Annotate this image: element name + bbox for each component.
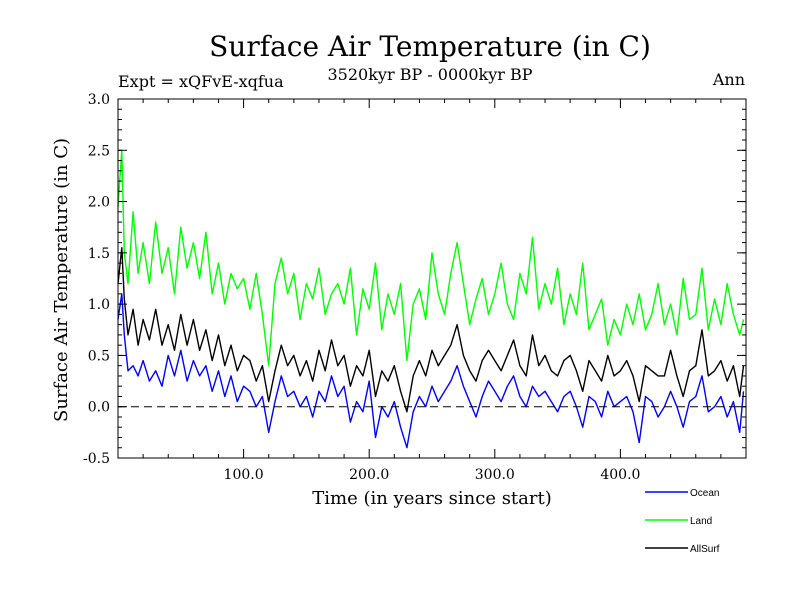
series-line-allsurf (117, 246, 745, 413)
x-tick-label: 100.0 (224, 467, 264, 483)
x-tick-label: 200.0 (349, 467, 389, 483)
x-axis-label: Time (in years since start) (312, 488, 552, 509)
axis-ticks: -0.5 0.0 0.5 1.0 1.5 2.0 2.5 3.0 100.0 200.0 300.0… (83, 92, 746, 483)
x-tick-label: 400.0 (600, 467, 640, 483)
legend-label-allsurf: AllSurf (690, 544, 720, 555)
chart-title: Surface Air Temperature (in C) (209, 30, 651, 63)
y-tick-label: 3.0 (88, 92, 110, 108)
legend-label-land: Land (690, 516, 712, 527)
chart-subtitle: 3520kyr BP - 0000kyr BP (328, 65, 533, 84)
plot-frame (117, 98, 747, 459)
y-tick-label: 2.5 (88, 143, 110, 159)
legend-label-ocean: Ocean (690, 488, 719, 499)
y-tick-label: -0.5 (83, 451, 110, 467)
expt-label: Expt = xQFvE-xqfua (118, 72, 284, 91)
y-tick-label: 0.5 (88, 348, 110, 364)
y-tick-label: 2.0 (88, 195, 110, 211)
legend: Ocean Land AllSurf (645, 488, 720, 555)
y-axis-label: Surface Air Temperature (in C) (51, 138, 72, 422)
y-tick-label: 1.5 (88, 246, 110, 262)
y-tick-label: 1.0 (88, 297, 110, 313)
series-group (117, 149, 745, 449)
series-line-ocean (117, 293, 745, 449)
series-line-land (117, 149, 745, 367)
season-label: Ann (712, 70, 745, 89)
y-tick-label: 0.0 (88, 400, 110, 416)
x-tick-label: 300.0 (475, 467, 515, 483)
